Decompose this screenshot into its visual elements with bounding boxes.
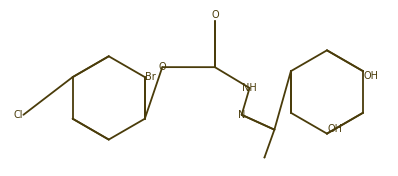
Text: OH: OH [363, 71, 378, 81]
Text: OH: OH [327, 124, 342, 134]
Text: Br: Br [145, 72, 156, 82]
Text: Cl: Cl [14, 110, 23, 120]
Text: NH: NH [242, 83, 257, 93]
Text: O: O [211, 10, 219, 20]
Text: N: N [238, 110, 245, 120]
Text: O: O [158, 62, 166, 72]
